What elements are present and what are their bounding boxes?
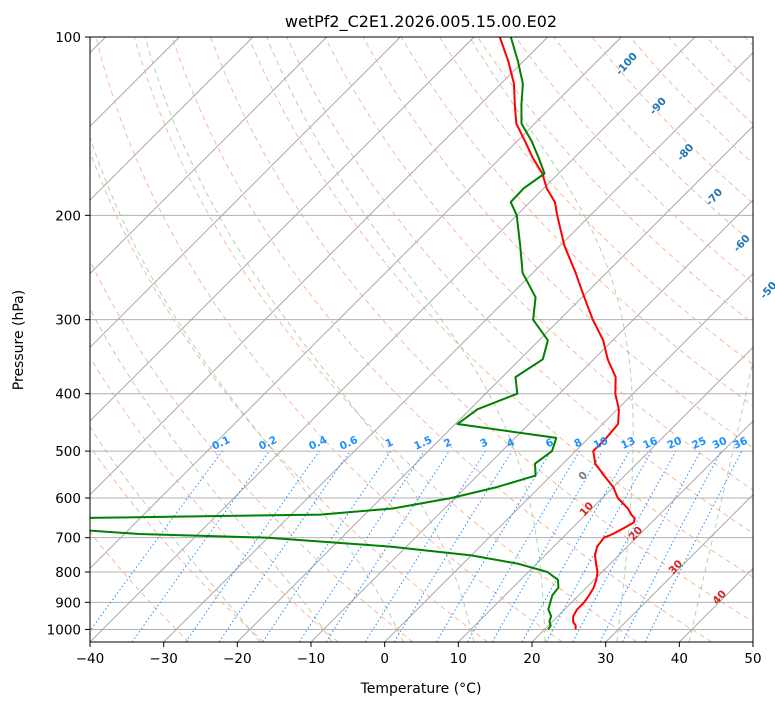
dry-adiabat — [248, 37, 753, 578]
dry-adiabat — [95, 37, 563, 642]
mixing-ratio-label: 16 — [641, 435, 659, 452]
isotherm-line — [237, 125, 753, 642]
dry-adiabat — [286, 37, 753, 534]
axes: −40 −30 −20 −10 0 10 20 30 40 50 100 200 300 400 500 60… — [47, 30, 762, 667]
x-tick-label: −30 — [149, 651, 178, 667]
moist-adiabat — [144, 37, 475, 642]
dry-adiabat — [362, 37, 753, 449]
plot-area — [90, 37, 753, 642]
plot-frame — [89, 36, 754, 643]
x-tick-label: 10 — [450, 651, 467, 667]
mixing-ratio-label: 4 — [505, 436, 517, 450]
y-tick-label: 600 — [55, 491, 81, 507]
x-tick-label: 20 — [523, 651, 540, 667]
x-tick-label: −20 — [223, 651, 252, 667]
x-tick-label: 40 — [671, 651, 688, 667]
isotherm-line — [90, 37, 548, 496]
x-tick-label: −10 — [297, 651, 326, 667]
y-axis-label: Pressure (hPa) — [11, 290, 27, 390]
mixing-ratio-line — [185, 450, 320, 642]
mixing-ratio-line — [131, 450, 270, 642]
mixing-ratio-line — [467, 450, 580, 642]
dry-adiabat — [90, 531, 190, 642]
isotherm-line — [90, 37, 254, 201]
mixing-ratio-line — [572, 450, 677, 642]
mixing-ratio-line — [90, 450, 223, 632]
isotherm-line — [90, 37, 401, 348]
y-tick-label: 200 — [55, 208, 81, 224]
isotherm-line — [90, 37, 327, 275]
y-tick-label: 700 — [55, 531, 81, 547]
mixing-ratio-label: 13 — [619, 435, 637, 452]
x-tick-label: 50 — [744, 651, 761, 667]
y-tick-label: 800 — [55, 565, 81, 581]
x-tick-label: −40 — [76, 651, 105, 667]
mixing-ratio-line — [491, 450, 603, 642]
mixing-ratio-label: 30 — [711, 435, 729, 452]
mixing-ratio-label: 25 — [690, 435, 708, 452]
dry-adiabat — [324, 37, 753, 491]
dry-adiabat — [90, 356, 339, 642]
mixing-ratio-line — [364, 450, 486, 642]
y-tick-label: 900 — [55, 595, 81, 611]
mixing-ratio-line — [393, 450, 513, 642]
dry-adiabat — [90, 259, 414, 642]
y-tick-label: 400 — [55, 387, 81, 403]
isotherm-line — [163, 52, 753, 642]
moist-adiabat — [90, 135, 404, 642]
x-axis-label: Temperature (°C) — [360, 681, 482, 697]
mixing-ratio-label: 36 — [731, 435, 749, 452]
mixing-ratio-label: 10 — [592, 435, 610, 452]
moist-adiabat — [90, 426, 261, 642]
mixing-ratio-label: 1 — [384, 436, 396, 450]
dry-adiabat — [210, 37, 753, 623]
dewpoint-profile — [90, 37, 560, 630]
isotherm-line — [531, 420, 753, 642]
y-tick-label: 500 — [55, 444, 81, 460]
isotherm-line — [458, 346, 753, 642]
mixing-ratio-label: 3 — [478, 436, 490, 450]
mixing-ratio-label: 2 — [442, 436, 454, 450]
x-tick-label: 30 — [597, 651, 614, 667]
isotherm-line — [384, 273, 753, 642]
y-tick-label: 1000 — [47, 622, 81, 638]
mixing-ratio-label: 8 — [572, 436, 584, 450]
temperature-profile — [498, 37, 636, 630]
y-tick-label: 300 — [55, 313, 81, 329]
chart-title: wetPf2_C2E1.2026.005.15.00.E02 — [285, 12, 557, 32]
mixing-ratio-label: 6 — [544, 436, 556, 450]
dry-adiabat — [133, 37, 638, 642]
dry-adiabat — [439, 37, 753, 365]
mixing-ratio-line — [218, 450, 351, 642]
moist-adiabat — [266, 37, 546, 642]
mixing-ratio-line — [521, 450, 630, 642]
x-tick-label: 0 — [380, 651, 389, 667]
y-tick-label: 100 — [55, 30, 81, 46]
isotherm-line — [90, 37, 696, 642]
dry-adiabat — [400, 37, 753, 407]
mixing-ratio-line — [435, 450, 552, 642]
mixing-ratio-label: 20 — [665, 435, 683, 452]
isotherm-line — [605, 494, 753, 642]
isotherm-line — [90, 37, 475, 422]
isotherm-line — [90, 37, 622, 569]
